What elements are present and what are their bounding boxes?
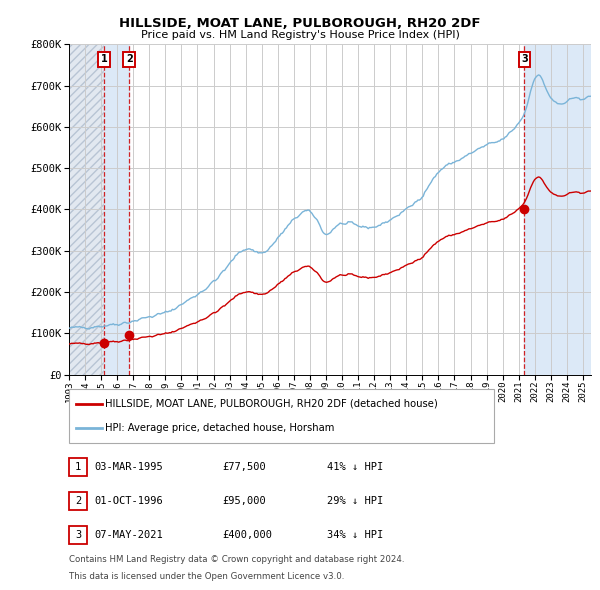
Text: £400,000: £400,000 [222,530,272,540]
Text: 29% ↓ HPI: 29% ↓ HPI [327,496,383,506]
Text: HILLSIDE, MOAT LANE, PULBOROUGH, RH20 2DF (detached house): HILLSIDE, MOAT LANE, PULBOROUGH, RH20 2D… [105,399,438,409]
Text: £95,000: £95,000 [222,496,266,506]
Text: £77,500: £77,500 [222,462,266,471]
Text: 03-MAR-1995: 03-MAR-1995 [94,462,163,471]
Text: 01-OCT-1996: 01-OCT-1996 [94,496,163,506]
Text: Price paid vs. HM Land Registry's House Price Index (HPI): Price paid vs. HM Land Registry's House … [140,30,460,40]
Text: HPI: Average price, detached house, Horsham: HPI: Average price, detached house, Hors… [105,423,334,433]
Bar [104,44,129,375]
Text: 2: 2 [126,54,133,64]
Bar [69,44,104,375]
Text: 34% ↓ HPI: 34% ↓ HPI [327,530,383,540]
Bar [69,44,104,375]
Text: 41% ↓ HPI: 41% ↓ HPI [327,462,383,471]
Text: 3: 3 [75,530,81,540]
Text: 1: 1 [75,462,81,471]
Text: 07-MAY-2021: 07-MAY-2021 [94,530,163,540]
Text: Contains HM Land Registry data © Crown copyright and database right 2024.: Contains HM Land Registry data © Crown c… [69,555,404,564]
Text: This data is licensed under the Open Government Licence v3.0.: This data is licensed under the Open Gov… [69,572,344,581]
Text: 2: 2 [75,496,81,506]
Bar [524,44,591,375]
Text: 3: 3 [521,54,528,64]
Text: 1: 1 [100,54,107,64]
Text: HILLSIDE, MOAT LANE, PULBOROUGH, RH20 2DF: HILLSIDE, MOAT LANE, PULBOROUGH, RH20 2D… [119,17,481,30]
